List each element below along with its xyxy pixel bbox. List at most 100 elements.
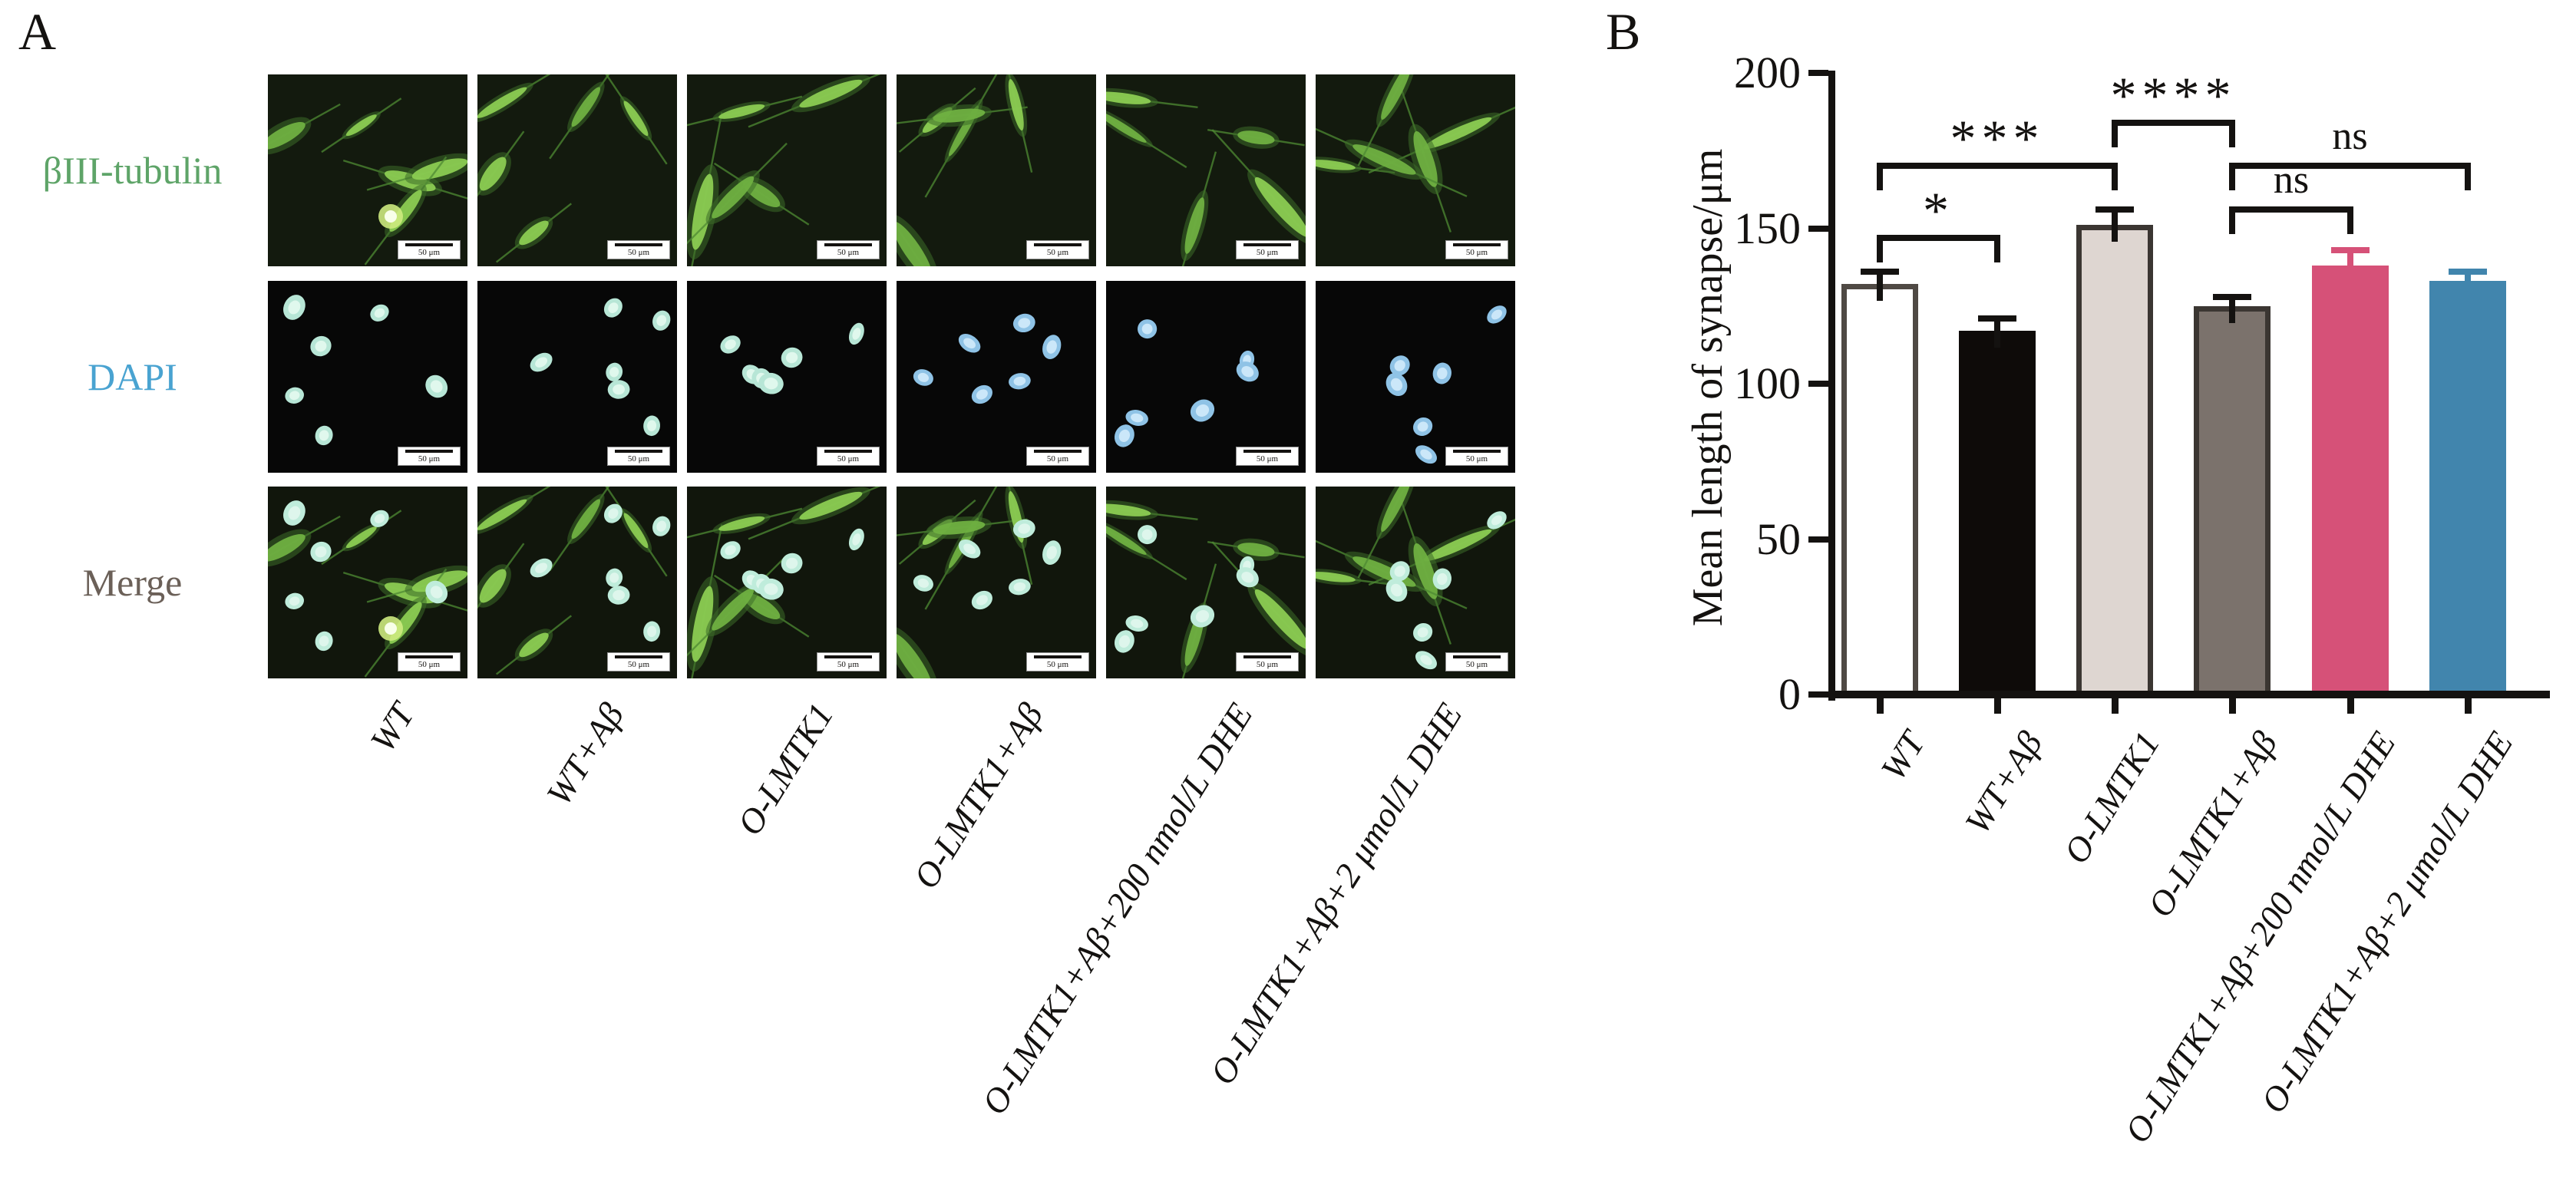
merge-micrograph [897, 487, 1096, 678]
nucleus [1114, 424, 1134, 447]
micro-image-tubulin-col5: 50 μm [1106, 74, 1306, 266]
nucleus [1190, 399, 1215, 422]
dapi-micrograph [268, 281, 467, 473]
scale-bar-line [1243, 243, 1291, 246]
sig-bracket-leg [2112, 120, 2118, 147]
tubulin-micrograph [897, 74, 1096, 266]
nucleus [1125, 410, 1148, 426]
y-axis-line [1828, 71, 1835, 701]
nucleus [720, 541, 741, 559]
nucleus [1042, 335, 1062, 359]
row-label-dapi: DAPI [88, 355, 177, 398]
neuron-cell-body [1106, 85, 1187, 169]
bar-1 [1841, 284, 1918, 697]
micro-image-dapi-col3: 50 μm [687, 281, 887, 473]
nucleus [781, 347, 803, 368]
neuron-cell-body [1207, 538, 1305, 561]
merge-micrograph [477, 487, 677, 678]
error-bar-stem-4 [2229, 296, 2235, 323]
scale-bar-label: 50 μm [837, 660, 860, 669]
sig-bracket-leg [2229, 163, 2235, 190]
scale-bar-line [405, 450, 453, 453]
error-bar-stem-2 [1994, 318, 2000, 348]
scale-bar: 50 μm [817, 447, 880, 466]
sig-bracket-line [1877, 163, 2118, 169]
sig-bracket-leg [2229, 206, 2235, 234]
scale-bar-line [405, 655, 453, 658]
scale-bar-line [1034, 450, 1082, 453]
merge-micrograph [1106, 487, 1306, 678]
nucleus [1389, 355, 1410, 376]
tubulin-micrograph [268, 74, 467, 266]
scale-bar-label: 50 μm [1046, 660, 1069, 669]
scale-bar: 50 μm [1445, 652, 1508, 671]
neuron-cell-body [1106, 500, 1198, 521]
nucleus [1415, 445, 1437, 464]
neuron-cell-body [495, 203, 573, 263]
nucleus [607, 380, 630, 399]
scale-bar: 50 μm [1026, 652, 1089, 671]
nucleus [310, 541, 332, 563]
neuron-cell-body [477, 130, 525, 217]
nucleus [1432, 362, 1451, 384]
tubulin-micrograph [1106, 74, 1306, 266]
sig-bracket-leg [2347, 206, 2353, 234]
error-bar-cap-1 [1861, 269, 1899, 276]
nucleus [603, 503, 623, 523]
scale-bar: 50 μm [398, 652, 461, 671]
nucleus [1385, 578, 1408, 602]
nucleus [425, 580, 448, 604]
scale-bar-line [615, 655, 662, 658]
merge-micrograph [1316, 487, 1515, 678]
nucleus [315, 425, 333, 446]
nucleus [1487, 305, 1507, 324]
tubulin-micrograph [1316, 74, 1515, 266]
bar-3 [2076, 225, 2153, 697]
micro-image-dapi-col1: 50 μm [268, 281, 467, 473]
row-label-biii-tubulin: βIII-tubulin [42, 149, 223, 192]
scale-bar: 50 μm [607, 652, 670, 671]
scale-bar-label: 50 μm [1465, 660, 1488, 669]
x-axis-tick [2347, 698, 2354, 714]
scale-bar-line [1453, 655, 1501, 658]
nucleus [1236, 361, 1259, 382]
bar-5 [2312, 266, 2389, 697]
neuron-cell-body [1399, 85, 1451, 233]
neuron-cell-body [268, 103, 341, 168]
nucleus [603, 298, 623, 318]
x-axis-line [1828, 691, 2550, 698]
neuron-cell-body [897, 104, 1028, 127]
nucleus [1012, 519, 1035, 539]
scale-bar-label: 50 μm [418, 660, 441, 669]
scale-bar: 50 μm [817, 652, 880, 671]
nucleus [1385, 372, 1408, 397]
nucleus [370, 304, 389, 322]
panel-a-label: A [18, 2, 57, 61]
neuron-cell-body [1316, 121, 1468, 197]
nucleus [1042, 540, 1062, 565]
scale-bar-line [1453, 450, 1501, 453]
nucleus [971, 384, 992, 404]
nucleus [758, 372, 784, 394]
scale-bar: 50 μm [1026, 447, 1089, 466]
nucleus [606, 362, 623, 381]
bar-6 [2429, 281, 2506, 697]
neuron-cell-body [1207, 126, 1305, 149]
micro-image-merge-col5: 50 μm [1106, 487, 1306, 678]
scale-bar: 50 μm [817, 240, 880, 259]
neuron-cell-body [897, 588, 963, 678]
nucleus [607, 586, 630, 605]
scale-bar-label: 50 μm [1046, 454, 1069, 464]
neuron-cell-body [748, 487, 887, 540]
nucleus [913, 369, 933, 386]
sig-bracket-leg [2229, 120, 2235, 147]
nucleus [958, 334, 981, 353]
sig-bracket-line [2229, 163, 2471, 169]
nucleus [530, 352, 553, 372]
sig-label-****: **** [2110, 66, 2237, 124]
nucleus [971, 590, 992, 610]
neuron-cell-body [897, 176, 963, 266]
nucleus [283, 295, 305, 320]
sig-bracket-leg [1877, 235, 1883, 262]
scale-bar-line [824, 655, 872, 658]
